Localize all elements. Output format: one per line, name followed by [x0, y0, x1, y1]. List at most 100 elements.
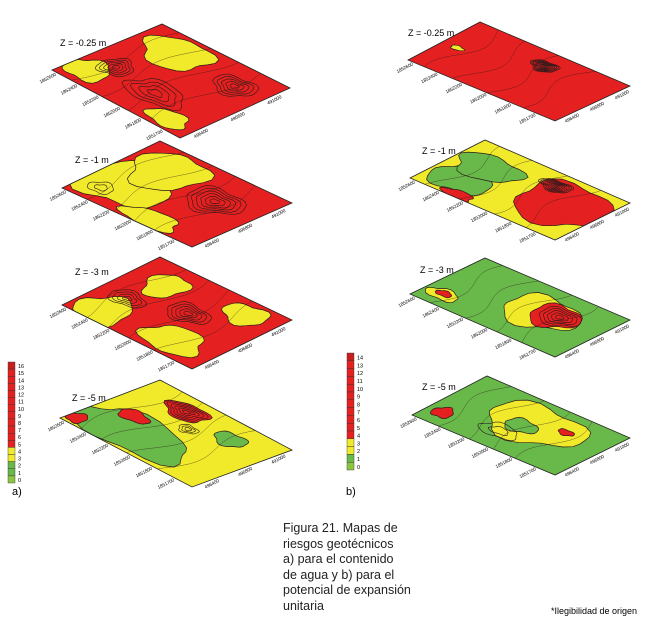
contour-map-surface: [408, 22, 630, 121]
caption-line: a) para el contenido: [283, 552, 394, 566]
map-b4-depth-label: Z = -5 m: [422, 382, 456, 392]
y-tick-label: 1852000: [113, 454, 132, 467]
contour-line: [166, 401, 209, 422]
legend-value: 12: [18, 393, 24, 399]
legend-value: 9: [18, 414, 21, 420]
contour-line: [186, 185, 247, 215]
legend-value: 7: [357, 410, 360, 416]
contour-line: [121, 78, 184, 112]
contour-line: [179, 308, 198, 319]
legend-value: 11: [18, 400, 24, 406]
y-tick-label: 1852200: [445, 82, 464, 95]
map-a2-depth-label: Z = -1 m: [75, 155, 109, 165]
contour-line: [86, 152, 185, 200]
legend-value: 2: [18, 464, 21, 470]
contour-line: [529, 59, 561, 73]
x-tick-label: 491000: [614, 89, 630, 101]
contour-line: [494, 175, 568, 215]
y-tick-label: 1851800: [135, 466, 154, 479]
legend-swatch: [7, 433, 16, 441]
map-zone: [430, 406, 454, 419]
contour-line: [148, 73, 261, 122]
x-tick-label: 491000: [270, 326, 286, 338]
contour-line: [108, 280, 210, 329]
legend-value: 11: [357, 379, 363, 385]
y-tick-label: 1852000: [470, 327, 489, 340]
contour-line: [209, 198, 221, 204]
contour-line: [87, 181, 114, 196]
contour-line: [542, 308, 578, 325]
y-tick-label: 1852600: [47, 420, 66, 433]
x-tick-label: 496800: [589, 101, 605, 113]
contour-line: [146, 88, 163, 98]
x-tick-label: 496400: [204, 237, 220, 249]
y-tick-label: 1852600: [49, 189, 68, 202]
legend-value: 1: [357, 457, 360, 463]
y-tick-label: 1851700: [157, 360, 176, 373]
contour-line: [182, 409, 191, 415]
legend-swatch: [7, 468, 16, 477]
y-tick-label: 1852400: [60, 83, 79, 96]
map-border: [61, 256, 293, 370]
y-tick-label: 1852000: [114, 219, 133, 232]
contour-line: [212, 73, 260, 97]
map-zone: [126, 152, 216, 191]
contour-line: [128, 289, 230, 338]
contour-map-surface: [62, 141, 292, 247]
contour-line: [525, 190, 601, 228]
x-tick-label: 491000: [270, 208, 286, 220]
y-tick-label: 1852400: [420, 71, 439, 84]
contour-line: [548, 182, 563, 190]
legend-swatch: [346, 454, 355, 463]
legend-value: 10: [357, 387, 363, 393]
legend-value: 2: [357, 449, 360, 455]
map-zone: [140, 274, 194, 299]
contour-line: [170, 403, 205, 420]
contour-line: [487, 426, 509, 437]
legend-swatch: [7, 475, 16, 484]
map-zone: [213, 430, 250, 448]
legend-swatch: [7, 425, 16, 434]
y-tick-label: 1851800: [495, 456, 514, 469]
y-tick-label: 1851700: [519, 466, 538, 479]
caption-line: riesgos geotécnicos: [283, 536, 394, 551]
map-border: [51, 23, 291, 139]
contour-line: [116, 293, 138, 304]
contour-line: [205, 195, 226, 207]
legend-value: 0: [18, 478, 21, 484]
y-tick-label: 1852200: [91, 443, 110, 456]
contour-map-surface: [52, 24, 290, 138]
caption-line: unitaria: [283, 598, 324, 613]
contour-line: [424, 146, 500, 185]
x-tick-label: 496400: [204, 359, 220, 371]
contour-line: [225, 80, 245, 91]
contour-line: [424, 29, 499, 67]
legend-swatch: [7, 376, 16, 384]
contour-line: [175, 305, 203, 321]
x-tick-label: 491000: [270, 453, 286, 465]
y-tick-label: 1851800: [494, 102, 513, 115]
caption-line: de agua y b) para el: [283, 567, 395, 582]
map-base-fill: [408, 22, 630, 121]
panel-b-label: b): [346, 486, 356, 498]
legend-swatch: [7, 390, 16, 398]
legend-swatch: [346, 415, 355, 424]
map-zone: [117, 408, 152, 425]
contour-line: [535, 62, 554, 70]
legend-value: 6: [18, 435, 21, 441]
map-a4-depth-label: Z = -5 m: [72, 393, 106, 403]
x-tick-label: 496400: [564, 231, 580, 243]
legend-value: 8: [357, 402, 360, 408]
contour-line: [80, 391, 183, 429]
y-tick-label: 1852000: [469, 92, 488, 105]
legend-swatch: [7, 361, 16, 370]
map-border: [407, 21, 631, 122]
y-tick-label: 1851700: [518, 348, 537, 361]
legend-swatch: [7, 461, 16, 469]
map-zone: [71, 406, 187, 468]
legend-value: 0: [357, 465, 360, 471]
contour-line: [122, 296, 133, 302]
contour-line: [540, 64, 549, 68]
x-tick-label: 496800: [237, 222, 253, 234]
